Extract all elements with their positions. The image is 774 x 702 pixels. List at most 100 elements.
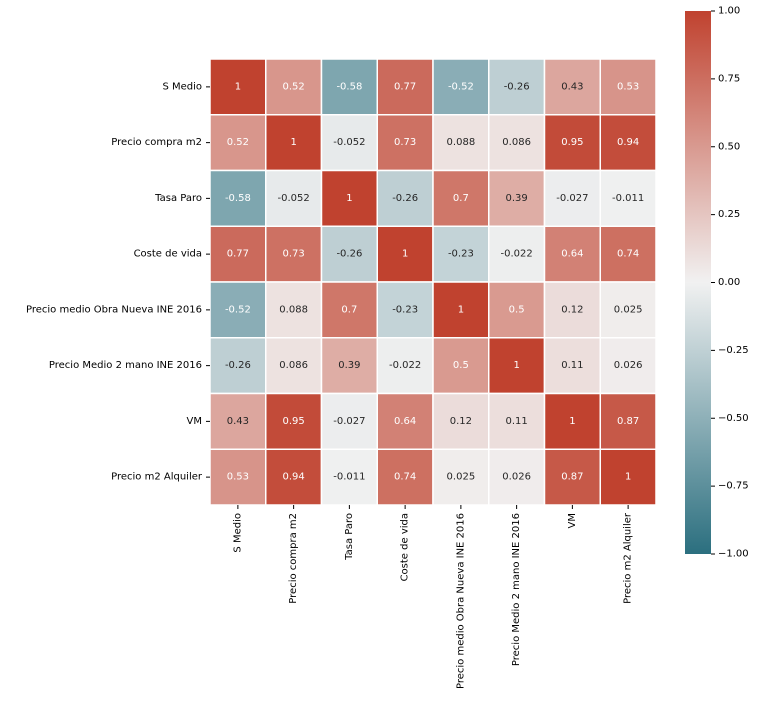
heatmap-cell	[265, 392, 323, 450]
heatmap-cell-value: 0.77	[227, 249, 249, 260]
y-tick-label: Coste de vida	[134, 249, 202, 260]
heatmap-cell	[376, 225, 434, 283]
colorbar-tick-label: −1.00	[718, 549, 749, 560]
heatmap-cell-value: 0.64	[561, 249, 583, 260]
heatmap-cell-value: -0.052	[278, 193, 310, 204]
heatmap-cell-value: 0.7	[453, 193, 469, 204]
heatmap-cell	[488, 114, 546, 172]
heatmap-cell-value: -0.027	[333, 416, 365, 427]
y-tick-label: Precio compra m2	[111, 137, 202, 148]
heatmap-cell-value: 0.43	[227, 416, 249, 427]
x-tick-label: Coste de vida	[400, 513, 411, 581]
heatmap-cell	[265, 169, 323, 227]
heatmap-cell-value: 1	[569, 416, 575, 427]
heatmap-cells	[209, 58, 657, 506]
heatmap-cell-value: 0.53	[617, 81, 639, 92]
heatmap-cell-value: 0.088	[279, 304, 308, 315]
colorbar: 1.00 0.75 0.50 0.25 0.00 −0.25 −0.50 −0.75 −1.00	[685, 6, 749, 560]
heatmap-cell-value: -0.26	[336, 249, 362, 260]
heatmap-cell-value: -0.58	[225, 193, 251, 204]
colorbar-tick-label: 0.50	[718, 141, 740, 152]
y-tick-label: Precio medio Obra Nueva INE 2016	[26, 304, 202, 315]
heatmap-cell-value: -0.26	[504, 81, 530, 92]
heatmap-cell-value: 0.5	[453, 360, 469, 371]
x-tick-label: Precio medio Obra Nueva INE 2016	[455, 513, 466, 689]
heatmap-cell	[543, 225, 601, 283]
heatmap-cell-value: -0.26	[392, 193, 418, 204]
heatmap-cell-value: 0.5	[509, 304, 525, 315]
heatmap-cell-value: 0.73	[282, 249, 304, 260]
x-tick-label: Tasa Paro	[344, 513, 355, 561]
heatmap-cell	[488, 392, 546, 450]
heatmap-cell-value: 0.12	[561, 304, 583, 315]
heatmap-cell	[432, 392, 490, 450]
heatmap-cell	[432, 169, 490, 227]
heatmap-cell	[488, 169, 546, 227]
heatmap-cell	[599, 114, 657, 172]
heatmap-cell	[599, 392, 657, 450]
heatmap-cell-value: 0.64	[394, 416, 416, 427]
colorbar-tick-label: 0.25	[718, 209, 740, 220]
heatmap-cell	[376, 169, 434, 227]
heatmap-cell	[488, 58, 546, 116]
heatmap-cell-value: -0.011	[612, 193, 644, 204]
heatmap-cell-value: 1	[625, 472, 631, 483]
heatmap-cell-value: -0.58	[336, 81, 362, 92]
y-tick-label: S Medio	[162, 81, 202, 92]
colorbar-tick-label: 0.75	[718, 73, 740, 84]
heatmap-cell-value: 0.39	[338, 360, 360, 371]
heatmap-cell	[599, 58, 657, 116]
heatmap-cell	[320, 448, 378, 506]
heatmap-cell-value: 0.52	[227, 137, 249, 148]
heatmap-cell-value: 0.025	[447, 472, 476, 483]
heatmap-cell	[209, 392, 267, 450]
heatmap-cell-value: 0.74	[617, 249, 639, 260]
heatmap-cell	[488, 337, 546, 395]
heatmap-cell-value: 0.026	[614, 360, 643, 371]
heatmap-cell-value: 0.025	[614, 304, 643, 315]
heatmap-cell-value: 0.026	[502, 472, 531, 483]
y-tick-label: Tasa Paro	[154, 193, 202, 204]
colorbar-tick-label: 0.00	[718, 277, 740, 288]
heatmap-cell-value: 1	[290, 137, 296, 148]
heatmap-cell-value: 0.87	[617, 416, 639, 427]
x-tick-label: VM	[567, 513, 578, 528]
heatmap-cell-value: 0.95	[282, 416, 304, 427]
heatmap-cell-value: -0.022	[501, 249, 533, 260]
heatmap-cell-value: 0.94	[282, 472, 304, 483]
y-tick-label: Precio Medio 2 mano INE 2016	[49, 360, 202, 371]
heatmap-cell	[265, 58, 323, 116]
y-tick-label: VM	[187, 416, 202, 427]
heatmap-cell-value: 0.87	[561, 472, 583, 483]
heatmap-cell	[376, 114, 434, 172]
heatmap-cell	[320, 225, 378, 283]
heatmap-cell-value: 0.53	[227, 472, 249, 483]
heatmap-cell	[432, 337, 490, 395]
heatmap-cell	[265, 114, 323, 172]
heatmap-cell	[432, 225, 490, 283]
heatmap-cell-value: -0.26	[225, 360, 251, 371]
heatmap-cell-value: 1	[346, 193, 352, 204]
heatmap-cell	[599, 169, 657, 227]
heatmap-cell	[543, 169, 601, 227]
heatmap-cell-value: 0.39	[505, 193, 527, 204]
heatmap-cell-labels: 1 0.52 -0.58 0.77 -0.52 -0.26 0.43 0.53 0.52 1 -0.…	[225, 81, 644, 482]
heatmap-cell-value: 0.088	[447, 137, 476, 148]
heatmap-cell-value: -0.23	[392, 304, 418, 315]
heatmap-cell	[320, 392, 378, 450]
heatmap-cell-value: -0.027	[556, 193, 588, 204]
heatmap-cell	[599, 337, 657, 395]
heatmap-cell	[320, 169, 378, 227]
heatmap-cell-value: -0.52	[225, 304, 251, 315]
heatmap-cell-value: 0.086	[279, 360, 308, 371]
colorbar-tick-label: −0.50	[718, 413, 749, 424]
heatmap-cell-value: 0.73	[394, 137, 416, 148]
heatmap-cell-value: 0.11	[561, 360, 583, 371]
heatmap-cell	[599, 448, 657, 506]
heatmap-cell-value: 0.086	[502, 137, 531, 148]
heatmap-cell-value: 1	[402, 249, 408, 260]
heatmap-cell-value: 1	[458, 304, 464, 315]
heatmap-cell-value: 0.7	[341, 304, 357, 315]
heatmap-cell-value: 0.43	[561, 81, 583, 92]
